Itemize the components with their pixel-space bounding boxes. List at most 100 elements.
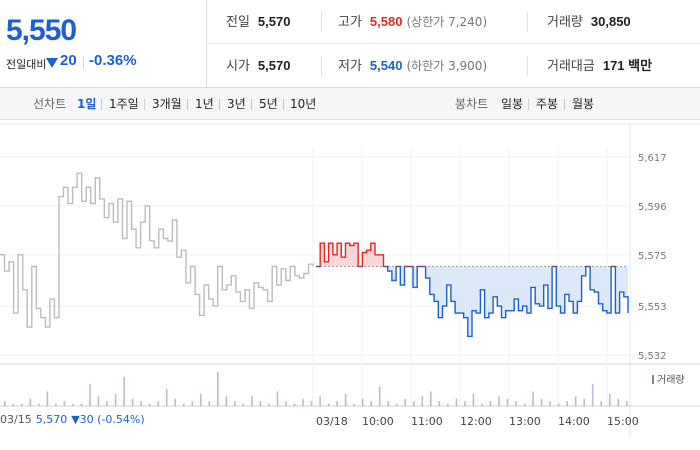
x-tick-label: 10:00	[362, 415, 394, 428]
period-1y[interactable]: 1년	[195, 97, 214, 111]
volume-bar	[421, 396, 424, 406]
volume-bar	[217, 372, 219, 406]
volume-bar	[489, 401, 492, 406]
volume-bar	[600, 401, 602, 406]
stats-row-2: 시가 5,570 저가 5,540 (하한가 3,900) 거래대금 171 백만	[207, 44, 700, 88]
volume-bar	[447, 403, 449, 406]
volume-bar	[370, 401, 372, 406]
volume-bar	[4, 401, 6, 406]
stat-label: 시가	[226, 59, 250, 74]
y-tick-label: 5,575	[638, 251, 667, 262]
volume-bar	[293, 403, 296, 406]
price-box: 5,550 전일대비 20 -0.36%	[0, 0, 207, 88]
divider	[321, 56, 322, 76]
volume-bar	[234, 401, 236, 406]
divider	[251, 99, 252, 110]
period-10y[interactable]: 10년	[290, 97, 317, 111]
volume-bar	[140, 401, 142, 406]
volume-bar	[97, 396, 100, 406]
stats-row-1: 전일 5,570 고가 5,580 (상한가 7,240) 거래량 30,850	[207, 0, 700, 44]
volume-bar	[302, 398, 304, 406]
volume-bar	[532, 391, 534, 406]
volume-legend-label: 거래량	[657, 375, 685, 386]
volume-bar	[89, 384, 91, 406]
x-tick-label: 14:00	[558, 415, 590, 428]
x-tick-label: 15:00	[607, 415, 639, 428]
chart-canvas: 5,617 5,596 5,575 5,553 5,532 03/18 10:00 11:00…	[0, 123, 700, 438]
stat-value: 171 백만	[602, 58, 653, 73]
today-area-below-reference	[316, 266, 628, 337]
candle-weekly[interactable]: 주봉	[536, 97, 559, 111]
today-price-line-up	[316, 242, 617, 267]
volume-bar	[285, 401, 287, 406]
volume-bar	[617, 398, 620, 406]
volume-bar	[268, 403, 270, 406]
stat-volume: 거래량 30,850	[547, 0, 631, 44]
volume-bar	[259, 401, 262, 406]
stock-summary-header: 5,550 전일대비 20 -0.36% 전일 5,570 고가 5,580 (상한가…	[0, 0, 700, 88]
volume-bar	[540, 398, 543, 406]
volume-bar	[55, 403, 57, 406]
volume-bar	[574, 396, 577, 406]
stat-value: 5,570	[257, 14, 291, 29]
y-tick-label: 5,596	[638, 202, 667, 213]
volume-bar	[165, 389, 168, 406]
y-tick-label: 5,553	[638, 302, 667, 313]
volume-legend: 거래량	[652, 371, 685, 386]
divider	[101, 99, 102, 110]
y-tick-label: 5,532	[638, 351, 667, 362]
divider	[283, 99, 284, 110]
volume-bar	[464, 401, 466, 406]
volume-bar	[609, 393, 611, 406]
previous-day-close: 5,570	[35, 413, 68, 426]
previous-day-info: 03/15 5,570 ▼30 (-0.54%)	[0, 413, 145, 426]
previous-day-price-line	[0, 172, 314, 328]
volume-bar	[191, 401, 194, 406]
divider	[321, 12, 322, 32]
change-percent: -0.36%	[89, 52, 137, 69]
candle-daily[interactable]: 일봉	[501, 97, 524, 111]
period-1w[interactable]: 1주일	[109, 97, 139, 111]
volume-bar	[38, 403, 40, 406]
divider	[219, 99, 220, 110]
period-1d[interactable]: 1일	[77, 97, 97, 111]
volume-bar	[251, 396, 253, 406]
upper-limit: (상한가 7,240)	[406, 15, 488, 29]
volume-bar	[438, 401, 441, 406]
intraday-chart: 5,617 5,596 5,575 5,553 5,532 03/18 10:00 11:00…	[0, 120, 700, 450]
divider	[528, 99, 529, 110]
volume-bar	[361, 398, 364, 406]
candle-chart-label: 봉차트	[455, 97, 489, 111]
volume-bar	[413, 401, 415, 406]
change-label: 전일대비	[6, 58, 47, 71]
period-3y[interactable]: 3년	[227, 97, 246, 111]
previous-day-date: 03/15	[0, 413, 32, 426]
volume-bar	[225, 396, 228, 406]
volume-bar	[395, 403, 398, 406]
volume-bar	[80, 403, 83, 406]
down-triangle-icon	[46, 58, 58, 68]
stat-value: 30,850	[590, 14, 631, 29]
volume-bar	[310, 401, 313, 406]
volume-bar	[114, 393, 117, 406]
stat-label: 저가	[338, 59, 362, 74]
volume-bar	[481, 403, 483, 406]
volume-bar	[583, 398, 585, 406]
stat-label: 전일	[226, 15, 250, 30]
candle-monthly[interactable]: 월봉	[572, 97, 595, 111]
period-5y[interactable]: 5년	[259, 97, 278, 111]
stat-open: 시가 5,570	[226, 44, 290, 88]
period-3m[interactable]: 3개월	[152, 97, 182, 111]
x-tick-label: 13:00	[509, 415, 541, 428]
stat-value: 5,540	[369, 58, 403, 73]
chart-toolbar: 선차트 1일 1주일 3개월 1년 3년 5년 10년 봉차트 일봉 주봉 월봉	[0, 88, 700, 120]
volume-bar	[430, 391, 432, 406]
x-tick-label: 12:00	[460, 415, 492, 428]
divider	[144, 99, 145, 110]
stat-low: 저가 5,540 (하한가 3,900)	[338, 44, 487, 88]
volume-bar	[46, 391, 49, 406]
volume-bar	[208, 401, 211, 406]
line-chart-label: 선차트	[33, 97, 67, 111]
stat-trade-value: 거래대금 171 백만	[547, 44, 652, 88]
divider	[564, 99, 565, 110]
